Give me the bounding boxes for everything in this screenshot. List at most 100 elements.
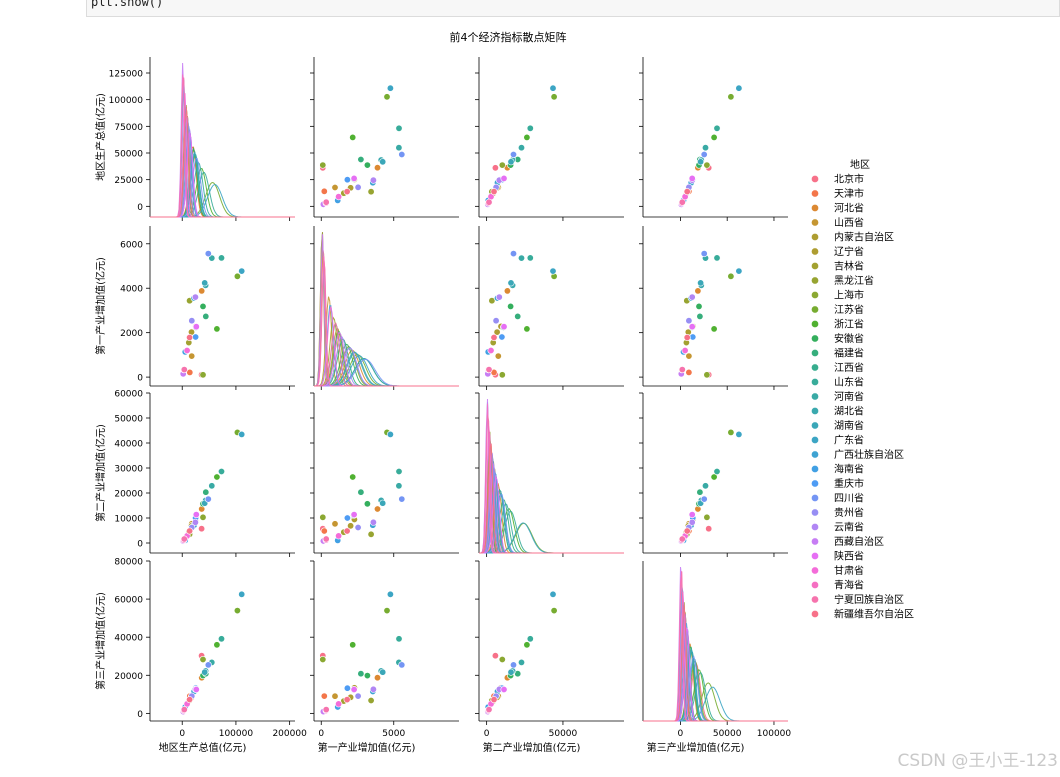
kde-curve-10 [643, 669, 788, 722]
kde-curve-21 [643, 628, 788, 722]
x-axis-label: 地区生产总值(亿元) [159, 741, 247, 754]
panel-3-2: 0 50000 第二产业增加值(亿元) [475, 560, 624, 754]
scatter-point-1 [320, 692, 328, 700]
kde-curve-13 [643, 626, 788, 722]
legend-label-19: 广西壮族自治区 [834, 448, 904, 461]
kde-curve-17 [643, 648, 788, 722]
kde-curve-23 [643, 613, 788, 722]
legend-marker-29 [811, 595, 819, 604]
scatter-point-14 [395, 635, 403, 643]
kde-curve-8 [150, 147, 295, 218]
scatter-point-9 [727, 272, 735, 280]
scatter-point-18 [238, 590, 246, 598]
scatter-point-12 [202, 312, 210, 320]
scatter-point-21 [192, 333, 200, 341]
kde-curve-26 [643, 627, 788, 722]
kde-curve-9 [643, 682, 788, 722]
kde-curve-3 [643, 613, 788, 722]
x-tick-label: 0 [318, 729, 324, 739]
scatter-point-22 [204, 495, 212, 503]
scatter-point-12 [514, 312, 522, 320]
scatter-point-15 [395, 482, 403, 490]
scatter-point-22 [700, 250, 708, 258]
kde-curve-11 [150, 147, 295, 218]
x-axis-label: 第三产业增加值(亿元) [647, 741, 745, 754]
y-tick-label: 50000 [114, 415, 143, 425]
scatter-point-26 [192, 685, 200, 693]
scatter-point-26 [350, 685, 358, 693]
scatter-point-29 [180, 706, 188, 714]
legend-label-30: 新疆维吾尔自治区 [834, 608, 914, 621]
legend-marker-7 [811, 276, 819, 285]
scatter-point-30 [343, 188, 351, 196]
scatter-point-8 [703, 371, 711, 379]
scatter-point-10 [213, 641, 221, 649]
legend-label-11: 安徽省 [834, 332, 864, 345]
scatter-point-10 [523, 325, 531, 333]
x-axis-label: 第一产业增加值(亿元) [318, 741, 416, 754]
legend-label-22: 四川省 [834, 492, 864, 505]
y-tick-label: 80000 [114, 558, 143, 568]
y-tick-label: 4000 [120, 285, 143, 295]
x-tick-label: 50000 [713, 729, 742, 739]
legend-marker-8 [811, 291, 819, 299]
scatter-point-11 [199, 302, 207, 310]
y-axis-label: 第一产业增加值(亿元) [94, 257, 107, 355]
panel-3-1: 0 5000 第一产业增加值(亿元) [310, 560, 459, 754]
legend-label-15: 河南省 [834, 390, 864, 403]
kde-curve-0 [643, 662, 788, 722]
y-tick-label: 30000 [114, 465, 143, 475]
legend-label-28: 青海省 [834, 579, 864, 592]
legend-marker-5 [811, 247, 819, 256]
legend-marker-28 [811, 581, 819, 589]
scatter-point-0 [198, 525, 206, 533]
scatter-point-2 [503, 287, 511, 295]
scatter-point-23 [188, 317, 196, 325]
scatter-point-3 [685, 352, 693, 360]
y-tick-label: 50000 [114, 150, 143, 160]
scatter-point-24 [495, 293, 503, 301]
scatter-point-27 [183, 346, 191, 354]
scatter-point-27 [681, 346, 689, 354]
panel-3-3: 0 50000 100000 第三产业增加值(亿元) [642, 561, 791, 754]
x-tick-label: 50000 [549, 729, 578, 739]
scatter-point-26 [192, 323, 200, 331]
scatter-point-30 [343, 696, 351, 704]
scatter-point-8 [319, 655, 327, 663]
scatter-point-17 [379, 158, 387, 166]
scatter-point-10 [710, 133, 718, 141]
scatter-point-24 [191, 518, 199, 526]
scatter-point-9 [233, 272, 241, 280]
legend-marker-1 [811, 189, 819, 198]
scatter-point-0 [491, 652, 499, 660]
legend-marker-6 [811, 262, 819, 270]
scatter-point-8 [703, 513, 711, 521]
scatter-point-30 [343, 527, 351, 535]
scatter-point-10 [710, 325, 718, 333]
scatter-point-24 [369, 176, 377, 184]
scatter-point-17 [697, 158, 705, 166]
y-tick-label: 60000 [114, 596, 143, 606]
scatter-point-23 [354, 183, 362, 191]
scatter-point-14 [395, 124, 403, 132]
legend-marker-14 [811, 378, 819, 386]
scatter-point-8 [319, 513, 327, 521]
legend-label-20: 海南省 [834, 463, 864, 476]
legend-label-24: 云南省 [834, 521, 864, 534]
legend-label-7: 黑龙江省 [834, 274, 874, 287]
scatter-point-14 [713, 467, 721, 475]
scatter-point-3 [331, 184, 339, 192]
scatter-point-30 [683, 333, 691, 341]
kde-curve-28 [643, 571, 788, 722]
legend-marker-21 [811, 479, 819, 488]
y-tick-label: 0 [137, 540, 143, 550]
legend-label-12: 福建省 [834, 347, 864, 360]
scatter-point-30 [490, 333, 498, 341]
scatter-point-2 [198, 287, 206, 295]
scatter-point-18 [549, 590, 557, 598]
scatter-point-26 [192, 511, 200, 519]
scatter-point-22 [398, 661, 406, 669]
panel-3-0: 0 20000 40000 60000 80000 0 100000 200000 第三产业增加… [94, 558, 307, 755]
legend-label-2: 河北省 [834, 202, 864, 215]
scatter-point-26 [688, 174, 696, 182]
